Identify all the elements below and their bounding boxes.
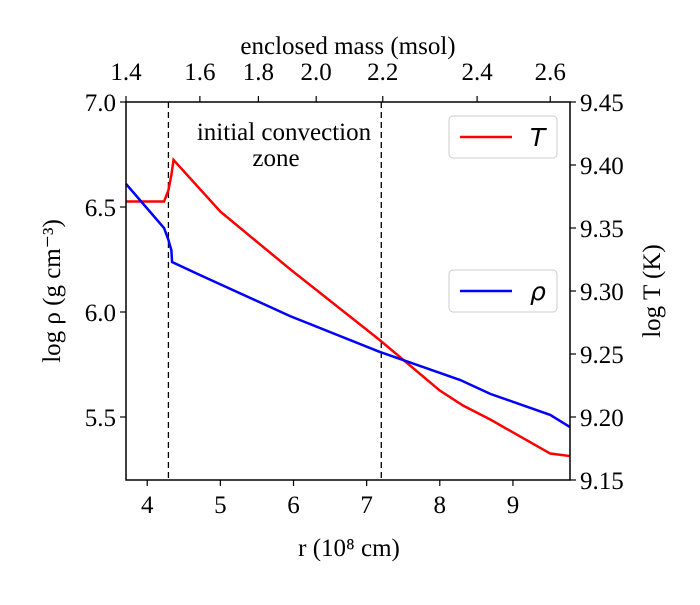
y-axis-label: log ρ (g cm⁻³): [39, 219, 66, 363]
y2-tick-label: 9.30: [580, 279, 624, 306]
y2-tick-label: 9.15: [580, 468, 624, 495]
legend-label: T: [530, 123, 547, 152]
legend-label: ρ: [530, 277, 546, 306]
y2-tick-label: 9.45: [580, 90, 624, 117]
y2-tick-label: 9.20: [580, 405, 624, 432]
y2-tick-label: 9.35: [580, 216, 624, 243]
x-tick-label: 7: [360, 492, 373, 519]
x2-axis-label: enclosed mass (msol): [240, 33, 455, 60]
y2-axis-label: log T (K): [639, 244, 666, 338]
line-series: [126, 157, 571, 458]
y-tick-label: 7.0: [85, 90, 116, 117]
x2-tick-label: 2.2: [367, 59, 398, 86]
x2-tick-label: 1.8: [243, 59, 274, 86]
y2-tick-label: 9.25: [580, 342, 624, 369]
x2-tick-label: 2.6: [535, 59, 566, 86]
x-tick-label: 6: [287, 492, 300, 519]
x2-tick-label: 1.4: [110, 59, 142, 86]
x-tick-label: 4: [141, 492, 154, 519]
line-series: [125, 183, 571, 429]
plot-frame: [125, 101, 571, 481]
y-tick-label: 6.0: [85, 300, 116, 327]
y-tick-label: 6.5: [85, 195, 116, 222]
x-tick-label: 5: [214, 492, 227, 519]
x-tick-label: 9: [507, 492, 520, 519]
annotation: zone: [252, 145, 299, 172]
x-tick-label: 8: [434, 492, 447, 519]
x2-tick-label: 2.4: [461, 59, 493, 86]
x2-tick-label: 1.6: [184, 59, 215, 86]
y-tick-label: 5.5: [85, 405, 116, 432]
annotation: initial convection: [197, 119, 372, 146]
x-axis-label: r (10⁸ cm): [298, 535, 400, 562]
x2-tick-label: 2.0: [301, 59, 332, 86]
y2-tick-label: 9.40: [580, 153, 624, 180]
